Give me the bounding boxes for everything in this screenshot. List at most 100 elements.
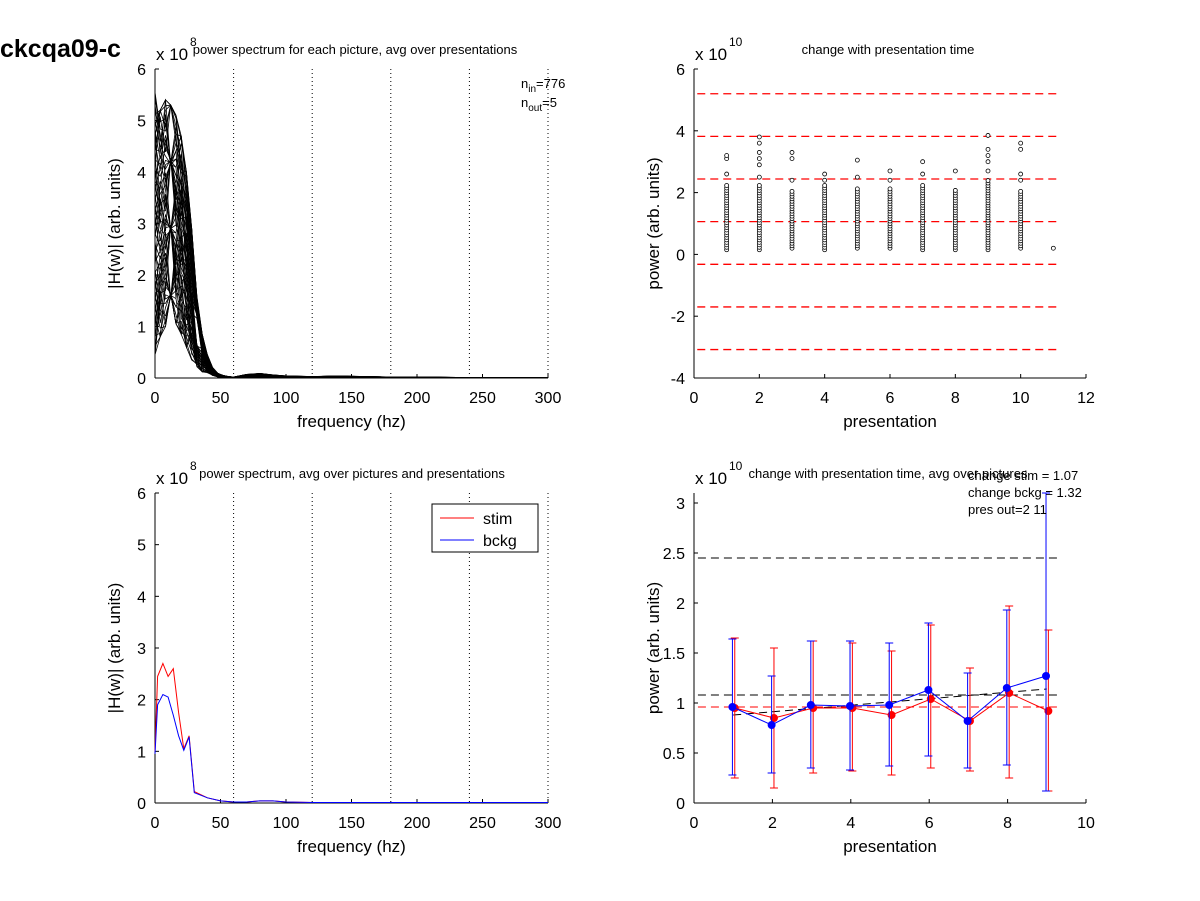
spectrum-line [154,173,548,379]
outlier-point [789,177,795,183]
series-line-bckg [154,693,548,803]
y-axis-label: |H(w)| (arb. units) [105,158,124,289]
x-axis-label: frequency (hz) [297,412,406,431]
outlier-point [724,153,730,158]
series-point-bckg [963,717,972,725]
x-tick-label: 0 [690,815,699,832]
y-tick-label: 0 [676,796,685,813]
figure-id: ckcqa09-c [0,35,121,63]
x-tick-label: 200 [404,390,431,407]
x-tick-label: 6 [886,390,895,407]
series-point-stim [1044,707,1053,715]
outlier-point [1018,177,1024,183]
x-tick-label: 2 [768,815,777,832]
outlier-point [756,150,762,155]
spectrum-line [154,257,549,379]
spectrum-line [154,280,548,379]
spectrum-line [154,127,548,379]
stat-annotation: pres out=2 11 [968,502,1047,517]
panel-spectrum-per-picture: 0 50 100 150 200 250 300 0 1 2 3 4 5 6 frequency (hz) |… [105,35,565,431]
panel-change-avg-over-pictures: 0 2 4 6 8 10 0 0.5 1 1.5 2 2.5 3 presentation power (a… [644,459,1095,856]
data-point [724,183,730,188]
spectrum-line [154,121,549,379]
spectrum-line [154,134,549,379]
outlier-point [789,150,795,155]
spectrum-line [154,197,548,379]
outlier-point [985,133,991,138]
y-tick-label: 1 [676,696,685,713]
spectrum-line [154,122,548,379]
axis-exponent-power: 10 [729,35,743,49]
annotation-n-out: nout=5 [521,95,557,114]
outlier-point [822,171,828,177]
chart-title: power spectrum for each picture, avg ove… [193,42,518,57]
y-axis-label: power (arb. units) [644,157,663,289]
x-tick-label: 10 [1012,390,1030,407]
spectrum-line [154,293,548,379]
data-point [789,188,795,194]
axis-exponent-power: 8 [190,459,197,473]
y-tick-label: 4 [676,124,685,141]
series-line-stim [154,662,548,803]
x-tick-label: 50 [212,390,230,407]
outlier-point [920,171,926,177]
legend-label-stim: stim [483,511,512,528]
y-tick-label: 3 [676,496,685,513]
spectrum-line [154,92,548,378]
spectrum-line [154,273,549,379]
x-tick-label: 12 [1077,390,1095,407]
x-tick-label: 250 [469,815,496,832]
spectrum-line [154,226,548,379]
spectrum-line [154,249,548,379]
outlier-point [724,171,730,177]
y-tick-label: 6 [676,62,685,79]
y-tick-label: -2 [671,309,685,326]
outlier-point [952,168,958,174]
axis-exponent: x 10 [695,469,727,488]
spectrum-line [154,105,549,379]
outlier-point [985,146,991,152]
spectrum-line [154,158,549,379]
data-point [985,178,991,183]
outlier-point [756,156,762,162]
spectrum-line [154,99,549,379]
outlier-point [887,177,893,183]
y-tick-label: 4 [137,165,146,182]
y-axis-label: power (arb. units) [644,582,663,714]
outlier-point [854,157,860,163]
spectrum-line [154,225,549,379]
spectrum-line [154,226,549,379]
x-tick-label: 8 [951,390,960,407]
outlier-point [920,159,926,165]
spectrum-line [154,293,548,379]
outlier-point [789,156,795,162]
spectrum-line [154,104,548,378]
y-tick-label: 3 [137,641,146,658]
spectrum-line [154,290,549,379]
x-tick-label: 200 [404,815,431,832]
series-point-bckg [885,701,894,709]
data-point [822,183,828,188]
spectrum-line [154,225,548,379]
spectrum-line [154,159,549,379]
y-tick-label: 2 [137,693,146,710]
spectrum-line [154,232,548,379]
spectrum-line [154,155,548,379]
axis-exponent-power: 8 [190,35,197,49]
outlier-point [756,174,762,180]
y-tick-label: 1 [137,320,146,337]
y-axis-label: |H(w)| (arb. units) [105,583,124,714]
spectrum-line [154,160,549,379]
axis-exponent: x 10 [156,469,188,488]
axis-exponent: x 10 [695,45,727,64]
spectrum-line [154,92,549,379]
spectrum-line [154,285,549,379]
y-tick-label: 1.5 [663,646,685,663]
x-tick-label: 150 [338,390,365,407]
y-tick-label: 4 [137,589,146,606]
x-axis-label: presentation [843,837,937,856]
spectrum-line [154,225,548,379]
spectrum-line [154,294,549,379]
x-tick-label: 150 [338,815,365,832]
spectrum-line [154,184,549,379]
